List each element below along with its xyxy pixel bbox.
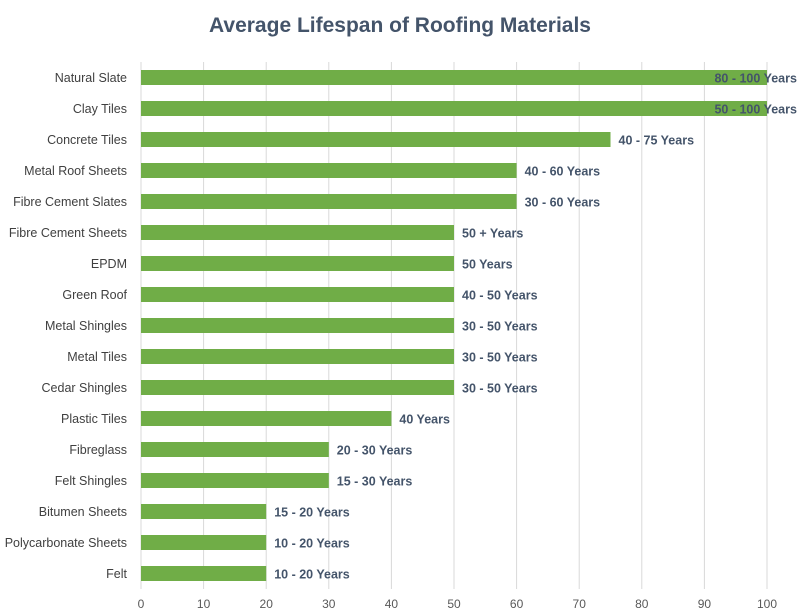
data-label: 30 - 50 Years xyxy=(462,382,538,396)
category-label: EPDM xyxy=(91,257,127,271)
chart-title: Average Lifespan of Roofing Materials xyxy=(209,14,591,37)
bar xyxy=(141,163,517,178)
category-label: Fibre Cement Sheets xyxy=(9,226,127,240)
x-tick-label: 50 xyxy=(447,597,461,611)
category-label: Green Roof xyxy=(62,288,127,302)
data-labels: 80 - 100 Years 50 - 100 Years 40 - 75 Year… xyxy=(274,72,797,582)
category-label: Felt xyxy=(106,567,127,581)
data-label: 40 - 50 Years xyxy=(462,289,538,303)
x-tick-label: 70 xyxy=(573,597,587,611)
bar xyxy=(141,349,454,364)
data-label: 40 - 60 Years xyxy=(525,165,601,179)
data-label: 30 - 50 Years xyxy=(462,320,538,334)
category-label: Metal Tiles xyxy=(67,350,127,364)
x-axis-tick-labels: 0 10 20 30 40 50 60 70 80 90 100 xyxy=(138,597,778,611)
category-label: Concrete Tiles xyxy=(47,133,127,147)
category-label: Natural Slate xyxy=(55,71,127,85)
category-label: Felt Shingles xyxy=(55,474,127,488)
x-tick-label: 100 xyxy=(757,597,777,611)
bar xyxy=(141,473,329,488)
category-label: Plastic Tiles xyxy=(61,412,127,426)
data-label: 20 - 30 Years xyxy=(337,444,413,458)
x-tick-label: 80 xyxy=(635,597,649,611)
bar xyxy=(141,442,329,457)
data-label: 15 - 30 Years xyxy=(337,475,413,489)
bar xyxy=(141,225,454,240)
bar xyxy=(141,411,392,426)
bar xyxy=(141,256,454,271)
category-label: Metal Roof Sheets xyxy=(24,164,127,178)
category-label: Clay Tiles xyxy=(73,102,127,116)
bar xyxy=(141,566,267,581)
data-label: 30 - 50 Years xyxy=(462,351,538,365)
data-label: 80 - 100 Years xyxy=(714,72,797,86)
data-label: 50 - 100 Years xyxy=(714,103,797,117)
x-tick-label: 40 xyxy=(385,597,399,611)
x-tick-label: 10 xyxy=(197,597,211,611)
bar xyxy=(141,504,267,519)
bar xyxy=(141,194,517,209)
bar xyxy=(141,70,767,85)
x-tick-label: 60 xyxy=(510,597,524,611)
x-tick-label: 90 xyxy=(698,597,712,611)
data-label: 40 - 75 Years xyxy=(619,134,695,148)
bar xyxy=(141,535,267,550)
data-label: 40 Years xyxy=(399,413,450,427)
data-label: 15 - 20 Years xyxy=(274,506,350,520)
data-label: 50 + Years xyxy=(462,227,523,241)
x-tick-label: 20 xyxy=(260,597,274,611)
bar xyxy=(141,380,454,395)
data-label: 10 - 20 Years xyxy=(274,537,350,551)
bar xyxy=(141,101,767,116)
x-tick-label: 30 xyxy=(322,597,336,611)
category-label: Fibreglass xyxy=(69,443,127,457)
category-label: Fibre Cement Slates xyxy=(13,195,127,209)
data-label: 10 - 20 Years xyxy=(274,568,350,582)
bars xyxy=(141,70,767,581)
bar xyxy=(141,132,611,147)
bar xyxy=(141,287,454,302)
bar xyxy=(141,318,454,333)
data-label: 30 - 60 Years xyxy=(525,196,601,210)
category-label: Bitumen Sheets xyxy=(39,505,127,519)
x-tick-label: 0 xyxy=(138,597,145,611)
category-labels: Natural Slate Clay Tiles Concrete Tiles Met… xyxy=(5,71,128,581)
category-label: Polycarbonate Sheets xyxy=(5,536,127,550)
category-label: Cedar Shingles xyxy=(42,381,127,395)
data-label: 50 Years xyxy=(462,258,513,272)
category-label: Metal Shingles xyxy=(45,319,127,333)
